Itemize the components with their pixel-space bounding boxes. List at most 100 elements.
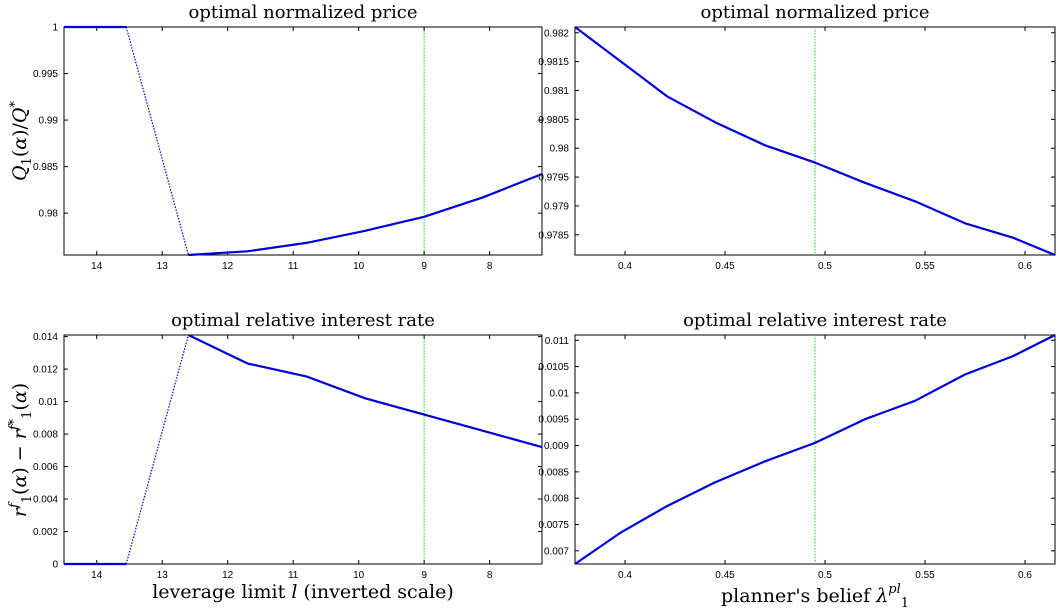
math-r: r: [9, 506, 31, 517]
x-tick-label: 0.4: [618, 570, 632, 581]
y-tick-label: 0.008: [33, 430, 58, 441]
x-tick-label: 14: [91, 261, 103, 272]
panel-br: 0.4 0.45 0.5 0.55 0.6 0.007 0.0075 0.008 0.0085 0…: [538, 310, 1056, 581]
series-line: [574, 334, 1056, 565]
y-tick-label: 0.002: [33, 527, 58, 538]
math-minus: ) −: [9, 439, 31, 474]
math-paren: (: [9, 150, 31, 157]
panel-tr: 0.4 0.45 0.5 0.55 0.6 0.9785 0.979 0.9795 0.98 0.…: [538, 2, 1056, 272]
math-paren: ): [9, 383, 31, 390]
x-tick-label: 8: [487, 261, 493, 272]
y-tick-label: 0.981: [544, 86, 569, 97]
x-axis-label: leverage limit l (inverted scale): [152, 581, 454, 603]
panel-tl: 14 13 12 11 10 9 8 0.98 0.985 0.99 0.995 1 optimal n…: [33, 2, 543, 272]
math-sub: 1: [20, 495, 35, 503]
math-lambda: λ: [875, 585, 888, 607]
y-tick-label: 0.014: [33, 332, 58, 343]
panel-title: optimal normalized price: [189, 2, 418, 23]
y-tick-label: 0.004: [33, 495, 58, 506]
x-tick-label: 0.45: [715, 261, 735, 272]
y-tick-label: 0.98: [550, 144, 570, 155]
x-tick-label: 13: [157, 570, 169, 581]
math-Q: Q: [9, 107, 31, 123]
x-tick-label: 13: [157, 261, 169, 272]
math-Q: Q: [9, 165, 31, 181]
y-tick-label: 0.0095: [538, 415, 569, 426]
math-l: l: [291, 581, 297, 603]
x-tick-label: 0.55: [915, 570, 935, 581]
math-sup: f: [7, 501, 22, 509]
y-tick-label: 0.9785: [538, 230, 569, 241]
x-tick-label: 0.5: [818, 570, 832, 581]
x-tick-label: 0.6: [1018, 261, 1032, 272]
x-tick-label: 12: [222, 261, 234, 272]
x-tick-label: 0.4: [618, 261, 632, 272]
math-alpha: α: [9, 390, 31, 403]
y-axis-label: Q1(α)/Q*: [8, 100, 35, 181]
y-tick-label: 0.99: [39, 116, 59, 127]
x-tick-label: 10: [353, 570, 365, 581]
y-tick-label: 0.0085: [538, 467, 569, 478]
series-line: [188, 172, 543, 257]
y-tick-label: 0.009: [544, 441, 569, 452]
y-axis-label: rf1(α) − rf*1(α): [7, 383, 35, 517]
x-tick-label: 11: [288, 570, 299, 581]
panel-title: optimal normalized price: [701, 2, 930, 23]
y-tick-label: 0.9805: [538, 115, 569, 126]
y-tick-label: 0.01: [550, 388, 570, 399]
axes-box: [63, 26, 543, 256]
x-tick-label: 9: [421, 261, 427, 272]
y-tick-label: 0.0075: [538, 520, 569, 531]
y-tick-label: 0.012: [33, 365, 58, 376]
series-dotted-line: [125, 26, 189, 256]
x-tick-label: 0.6: [1018, 570, 1032, 581]
label-text: planner's belief: [721, 585, 876, 607]
series-line: [574, 26, 1056, 257]
math-sup: *: [8, 100, 23, 107]
x-tick-label: 10: [353, 261, 365, 272]
math-paren: )/: [9, 122, 31, 136]
math-r: r: [9, 428, 31, 439]
y-tick-label: 0: [52, 560, 58, 571]
y-tick-label: 0.008: [544, 494, 569, 505]
panel-title: optimal relative interest rate: [683, 310, 947, 331]
math-paren: (: [9, 403, 31, 410]
y-tick-label: 0.9815: [538, 57, 569, 68]
axes-box: [63, 334, 543, 565]
label-text: leverage limit: [152, 581, 291, 603]
math-sup: pl: [888, 582, 900, 597]
y-tick-label: 0.985: [33, 162, 58, 173]
panel-bl: 14 13 12 11 10 9 8 0 0.002 0.004 0.006 0.008 0.01 0.0…: [33, 310, 543, 581]
x-tick-label: 0.45: [715, 570, 735, 581]
series-dotted-line: [125, 334, 189, 565]
math-sub: 1: [20, 411, 35, 419]
y-tick-label: 0.979: [544, 201, 569, 212]
y-tick-label: 0.011: [545, 336, 570, 347]
math-paren: (: [9, 488, 31, 495]
math-alpha: α: [9, 137, 31, 150]
math-sub: 1: [20, 157, 35, 165]
y-tick-label: 0.006: [33, 462, 58, 473]
math-sub: 1: [901, 596, 909, 611]
y-tick-label: 1: [52, 23, 58, 34]
x-tick-label: 11: [288, 261, 299, 272]
x-axis-label: planner's belief λpl1: [721, 582, 909, 611]
x-tick-label: 0.55: [915, 261, 935, 272]
y-tick-label: 0.007: [544, 546, 569, 557]
math-sup: f*: [7, 418, 22, 431]
math-alpha: α: [9, 475, 31, 488]
panel-title: optimal relative interest rate: [171, 310, 435, 331]
y-tick-label: 0.0105: [538, 362, 569, 373]
x-tick-label: 12: [222, 570, 234, 581]
x-tick-label: 9: [421, 570, 427, 581]
y-tick-label: 0.98: [39, 209, 59, 220]
y-tick-label: 0.01: [39, 397, 59, 408]
series-line: [187, 334, 543, 449]
y-tick-label: 0.982: [544, 28, 569, 39]
y-tick-label: 0.995: [33, 69, 58, 80]
y-tick-label: 0.9795: [538, 173, 569, 184]
x-tick-label: 8: [487, 570, 493, 581]
x-tick-label: 14: [91, 570, 103, 581]
x-tick-label: 0.5: [818, 261, 832, 272]
